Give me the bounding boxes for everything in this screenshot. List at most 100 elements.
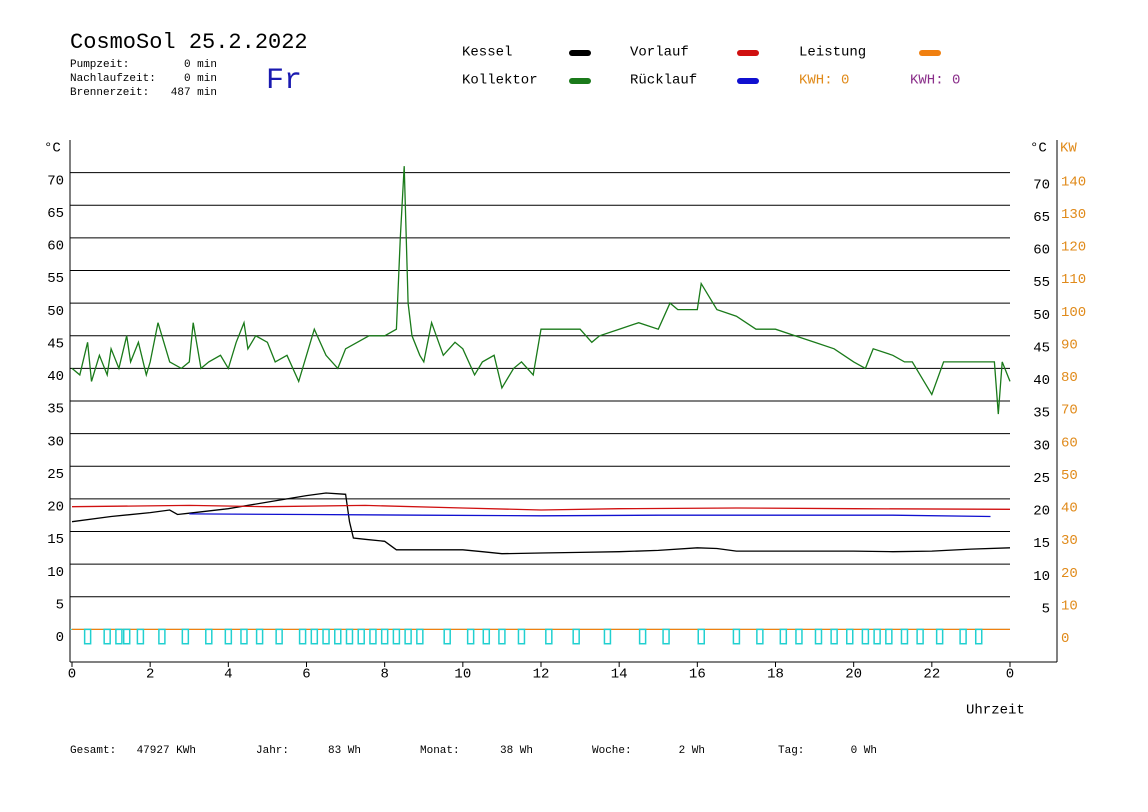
stat-value: 487 min xyxy=(171,87,217,99)
y-right-tick-label: 30 xyxy=(1033,438,1050,454)
footer-value: 0 Wh xyxy=(851,745,877,757)
y-tick-label: 45 xyxy=(47,336,64,352)
y2-tick-label: 100 xyxy=(1061,305,1086,321)
pulse xyxy=(298,628,307,645)
pulse xyxy=(756,628,764,645)
pulse xyxy=(482,628,491,645)
series-line xyxy=(71,504,1011,511)
x-tick-label: 16 xyxy=(689,667,706,683)
pulse xyxy=(310,628,319,645)
x-tick-label: 0 xyxy=(1006,667,1014,683)
pulse xyxy=(885,628,893,645)
footer-label: Monat: xyxy=(420,745,460,757)
y-right-tick-label: 35 xyxy=(1033,406,1050,422)
pulse xyxy=(224,628,233,645)
y2-tick-label: 120 xyxy=(1061,240,1086,256)
y2-tick-label: 0 xyxy=(1061,631,1069,647)
pulse xyxy=(732,628,741,645)
pulse xyxy=(603,628,612,645)
y2-tick-label: 40 xyxy=(1061,501,1078,517)
pulse xyxy=(498,628,506,645)
y-right-tick-label: 45 xyxy=(1033,340,1050,356)
x-tick-label: 18 xyxy=(767,667,784,683)
y2-tick-label: 90 xyxy=(1061,337,1078,353)
y2-tick-label: 30 xyxy=(1061,533,1078,549)
y2-tick-label: 130 xyxy=(1061,207,1086,223)
pulse xyxy=(115,628,123,645)
y-tick-label: 10 xyxy=(47,565,64,581)
pulse xyxy=(779,628,788,645)
pulse xyxy=(205,628,213,645)
title: CosmoSol 25.2.2022 xyxy=(70,30,308,55)
pulse xyxy=(357,628,365,645)
y-right-tick-label: 70 xyxy=(1033,177,1050,193)
pulse xyxy=(83,628,92,645)
pulse xyxy=(861,628,870,645)
y-tick-label: 35 xyxy=(47,402,64,418)
pulse xyxy=(404,628,412,645)
x-tick-label: 6 xyxy=(302,667,310,683)
y2-tick-label: 50 xyxy=(1061,468,1078,484)
pulse xyxy=(545,628,553,645)
y2-tick-label: 110 xyxy=(1061,272,1086,288)
y-right-tick-label: 10 xyxy=(1033,569,1050,585)
y2-tick-label: 10 xyxy=(1061,598,1078,614)
stat-value: 0 min xyxy=(184,73,217,85)
y-tick-label: 40 xyxy=(47,369,64,385)
kwh-label: KWH: 0 xyxy=(910,73,960,89)
x-tick-label: 20 xyxy=(845,667,862,683)
y2-label: KW xyxy=(1060,141,1077,157)
y-tick-label: 60 xyxy=(47,239,64,255)
y-right-tick-label: 40 xyxy=(1033,373,1050,389)
pulse xyxy=(158,628,166,645)
pulse xyxy=(697,628,705,645)
x-tick-label: 22 xyxy=(923,667,940,683)
pulse xyxy=(662,628,670,645)
x-tick-label: 2 xyxy=(146,667,154,683)
y-tick-label: 65 xyxy=(47,206,64,222)
x-tick-label: 12 xyxy=(533,667,550,683)
pulse xyxy=(136,628,145,645)
y-right-tick-label: 50 xyxy=(1033,308,1050,324)
stat-label: Nachlaufzeit: xyxy=(70,73,156,85)
y-tick-label: 15 xyxy=(47,532,64,548)
pulse xyxy=(181,628,190,645)
pulse xyxy=(345,628,354,645)
x-tick-label: 14 xyxy=(611,667,628,683)
y2-tick-label: 20 xyxy=(1061,566,1078,582)
x-tick-label: 4 xyxy=(224,667,232,683)
x-tick-label: 0 xyxy=(68,667,76,683)
pulse xyxy=(916,628,924,645)
y-tick-label: 70 xyxy=(47,173,64,189)
y-right-tick-label: 60 xyxy=(1033,243,1050,259)
legend-label: Leistung xyxy=(799,45,866,61)
y-right-tick-label: 55 xyxy=(1033,275,1050,291)
y-tick-label: 0 xyxy=(56,630,64,646)
series-line xyxy=(71,166,1011,415)
y-right-tick-label: 5 xyxy=(1042,601,1050,617)
y2-tick-label: 60 xyxy=(1061,435,1078,451)
y-tick-label: 25 xyxy=(47,467,64,483)
pulse xyxy=(974,628,983,645)
legend-label: Kessel xyxy=(462,45,512,61)
x-tick-label: 10 xyxy=(454,667,471,683)
pulse xyxy=(935,628,944,645)
pulse xyxy=(900,628,909,645)
pulse xyxy=(572,628,580,645)
pulse xyxy=(240,628,248,645)
footer-value: 2 Wh xyxy=(679,745,705,757)
stat-label: Brennerzeit: xyxy=(70,87,149,99)
x-label: Uhrzeit xyxy=(966,703,1025,719)
y-right-tick-label: 65 xyxy=(1033,210,1050,226)
pulse xyxy=(873,628,881,645)
pulse xyxy=(638,628,647,645)
y-tick-label: 20 xyxy=(47,500,64,516)
pulse xyxy=(416,628,424,645)
x-tick-label: 8 xyxy=(380,667,388,683)
pulse xyxy=(255,628,264,645)
series-line xyxy=(71,492,1011,555)
pulse xyxy=(795,628,803,645)
legend-label: Vorlauf xyxy=(630,45,689,61)
